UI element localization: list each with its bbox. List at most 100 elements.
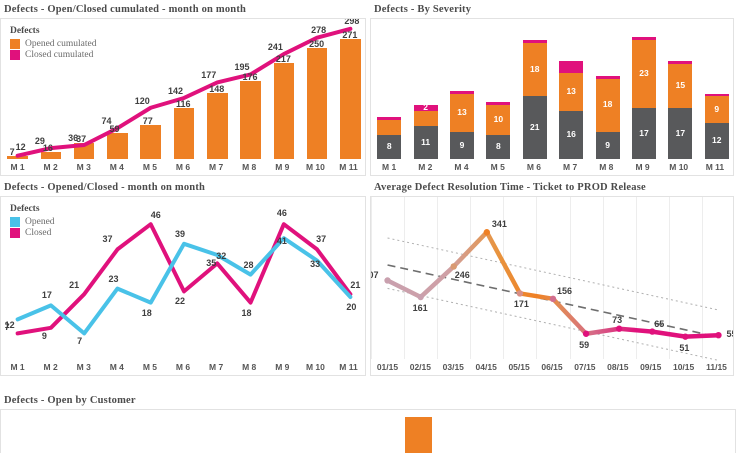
legend-item-closed[interactable]: Closed	[10, 228, 55, 238]
cumulated-bar-value: 16	[42, 142, 53, 153]
severity-segment-medium[interactable]: 18	[522, 42, 547, 97]
panel-customer-title: Defects - Open by Customer	[4, 395, 136, 406]
cumulated-labels-layer: 7 16 37 59 77 116 148 176 217 250 271 12 29 36 74 120 14…	[1, 19, 365, 159]
legend-cumulated: Defects Opened cumulated Closed cumulate…	[10, 26, 97, 61]
cumulated-bar-value: 271	[342, 29, 358, 40]
resolution-value: 341	[491, 219, 507, 230]
severity-segment-high[interactable]	[595, 75, 620, 79]
resolution-value: 65	[654, 318, 665, 329]
cumulated-bar-value: 77	[142, 115, 153, 126]
severity-segment-low[interactable]: 21	[522, 96, 547, 159]
severity-segment-high[interactable]	[377, 117, 402, 121]
cumulated-bar-value: 59	[109, 123, 120, 134]
severity-segment-low[interactable]: 9	[449, 132, 474, 159]
cumulated-bar[interactable]	[107, 132, 128, 159]
monthly-opened-value: 7	[77, 336, 83, 347]
resolution-gridline	[404, 197, 406, 359]
cumulated-tick: M 6	[175, 162, 191, 172]
severity-segment-low[interactable]: 9	[595, 132, 620, 159]
chart-customer[interactable]	[0, 409, 736, 453]
cumulated-tick: M 10	[305, 162, 325, 172]
severity-segment-medium[interactable]: 10	[486, 105, 511, 136]
monthly-labels-layer: 12 17 7 23 18 39 35 28 41 33 20 7 9 21 37 46 22 32 18 46 37 2…	[1, 197, 365, 359]
monthly-opened-value: 18	[141, 307, 152, 318]
severity-segment-value: 13	[457, 106, 467, 117]
legend-monthly-title: Defects	[10, 204, 40, 214]
resolution-gridline	[503, 197, 505, 359]
severity-segment-medium[interactable]: 9	[704, 96, 729, 124]
resolution-value: 73	[612, 314, 623, 325]
severity-tick: M 8	[599, 162, 614, 172]
severity-segment-high[interactable]	[559, 60, 584, 73]
severity-segment-medium[interactable]	[413, 111, 438, 127]
cumulated-bar[interactable]	[173, 107, 195, 159]
severity-segment-value: 17	[675, 127, 686, 138]
cumulated-bar[interactable]	[306, 48, 328, 159]
cumulated-line-value: 177	[201, 70, 217, 81]
resolution-tick: 01/15	[376, 362, 399, 372]
cumulated-bar[interactable]	[240, 80, 261, 159]
severity-segment-high[interactable]	[486, 102, 511, 106]
severity-segment-high[interactable]	[668, 60, 693, 64]
severity-segment-low[interactable]: 12	[704, 123, 729, 159]
severity-segment-low[interactable]: 8	[486, 135, 511, 159]
severity-tick: M 1	[382, 162, 397, 172]
legend-cumulated-title: Defects	[10, 26, 40, 36]
cumulated-line-value: 29	[34, 136, 45, 147]
cumulated-tick: M 3	[76, 162, 91, 172]
cumulated-line-value: 195	[234, 62, 250, 73]
severity-tick: M 6	[526, 162, 541, 172]
severity-x-axis: M 1 M 2 M 4 M 5 M 6 M 7 M 8 M 9 M 10 M 11	[371, 159, 733, 175]
severity-segment-medium[interactable]: 18	[595, 78, 620, 133]
severity-segment-medium[interactable]: 13	[449, 93, 474, 133]
monthly-opened-value: 17	[41, 290, 52, 301]
panel-cumulated-title: Defects - Open/Closed cumulated - month …	[4, 4, 247, 15]
cumulated-tick: M 5	[142, 162, 157, 172]
panel-severity-title: Defects - By Severity	[374, 4, 472, 15]
severity-segment-high[interactable]	[449, 90, 474, 94]
severity-tick: M 2	[418, 162, 433, 172]
severity-segment-low[interactable]: 11	[413, 126, 438, 159]
legend-item-closed-cumulated[interactable]: Closed cumulated	[10, 50, 97, 60]
severity-segment-medium[interactable]	[377, 120, 402, 136]
customer-bar[interactable]	[405, 417, 432, 453]
severity-segment-low[interactable]: 17	[668, 108, 693, 159]
cumulated-bar[interactable]	[273, 62, 295, 159]
severity-segment-high[interactable]	[631, 36, 656, 40]
severity-segment-low[interactable]: 16	[559, 111, 584, 159]
severity-segment-high[interactable]: 2	[413, 102, 438, 112]
legend-item-opened-cumulated[interactable]: Opened cumulated	[10, 39, 97, 49]
monthly-line-layer	[15, 222, 353, 336]
severity-segment-medium[interactable]: 15	[668, 63, 693, 109]
severity-segment-value: 9	[459, 139, 465, 150]
cumulated-line-value: 241	[267, 42, 283, 53]
severity-segment-high[interactable]	[704, 93, 729, 97]
monthly-closed-value: 7	[4, 322, 10, 333]
severity-segment-low[interactable]: 17	[631, 108, 656, 159]
resolution-tick: 02/15	[409, 362, 431, 372]
chart-resolution[interactable]: 2071612463411711565973655155 01/1502/150…	[370, 196, 734, 376]
severity-segment-low[interactable]: 8	[377, 135, 402, 159]
legend-label-opened: Opened	[25, 217, 55, 227]
severity-segment-value: 18	[602, 99, 613, 110]
legend-label-closed-cumulated: Closed cumulated	[25, 50, 94, 60]
severity-segment-value: 21	[530, 121, 540, 132]
cumulated-bar-value: 217	[275, 53, 291, 64]
cumulated-bar[interactable]	[206, 93, 228, 159]
chart-monthly[interactable]: Defects Opened Closed 12 17 7 23 18 39 35 28 41 3…	[0, 196, 366, 376]
legend-item-opened[interactable]: Opened	[10, 217, 55, 227]
severity-segment-medium[interactable]: 23	[631, 39, 656, 109]
chart-cumulated[interactable]: Defects Opened cumulated Closed cumulate…	[0, 18, 366, 176]
severity-segment-value: 11	[421, 136, 431, 147]
panel-monthly: Defects - Opened/Closed - month on month…	[0, 182, 366, 382]
cumulated-bars-layer	[1, 19, 365, 159]
cumulated-bar[interactable]	[340, 38, 361, 159]
panel-customer: Defects - Open by Customer	[0, 395, 736, 454]
monthly-opened-value: 39	[175, 228, 186, 239]
cumulated-bar[interactable]	[140, 124, 162, 159]
severity-segment-high[interactable]	[522, 39, 547, 43]
cumulated-bar[interactable]	[40, 151, 62, 159]
panel-cumulated: Defects - Open/Closed cumulated - month …	[0, 4, 366, 180]
severity-segment-medium[interactable]: 13	[559, 72, 584, 112]
